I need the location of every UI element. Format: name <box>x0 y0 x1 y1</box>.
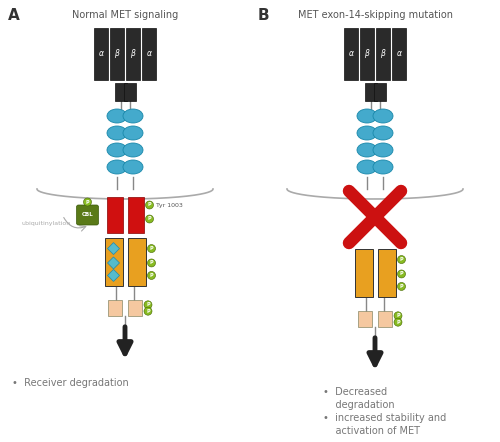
Bar <box>360 28 374 80</box>
Text: P: P <box>400 284 404 289</box>
Circle shape <box>394 318 402 326</box>
Ellipse shape <box>373 109 393 123</box>
Bar <box>106 197 122 233</box>
Text: P: P <box>146 309 150 314</box>
Text: B: B <box>258 8 270 23</box>
Text: •  increased stability and: • increased stability and <box>323 413 446 423</box>
Text: $\alpha$: $\alpha$ <box>348 50 354 58</box>
Text: •  Decreased: • Decreased <box>323 387 387 397</box>
Text: Normal MET signaling: Normal MET signaling <box>72 10 178 20</box>
Text: P: P <box>86 199 89 205</box>
Circle shape <box>148 244 156 252</box>
Circle shape <box>148 259 156 267</box>
Circle shape <box>146 201 154 209</box>
Text: P: P <box>146 302 150 307</box>
Bar <box>114 83 126 101</box>
Ellipse shape <box>123 109 143 123</box>
Text: ubiquitinylation: ubiquitinylation <box>22 221 71 225</box>
Ellipse shape <box>107 109 127 123</box>
Text: P: P <box>150 273 154 278</box>
Bar <box>378 311 392 327</box>
Circle shape <box>148 271 156 279</box>
Bar <box>104 238 122 286</box>
Ellipse shape <box>357 109 377 123</box>
Ellipse shape <box>373 143 393 157</box>
Text: $\beta$: $\beta$ <box>380 47 386 61</box>
Bar <box>126 28 140 80</box>
Bar <box>94 28 108 80</box>
Text: A: A <box>8 8 20 23</box>
Text: $\beta$: $\beta$ <box>130 47 136 61</box>
Text: P: P <box>396 313 400 318</box>
Bar <box>364 83 376 101</box>
Text: P: P <box>148 202 152 207</box>
Circle shape <box>144 307 152 315</box>
Bar <box>124 83 136 101</box>
Bar <box>142 28 156 80</box>
Bar <box>108 300 122 316</box>
Bar <box>344 28 358 80</box>
Text: $\alpha$: $\alpha$ <box>396 50 402 58</box>
Polygon shape <box>108 243 120 255</box>
Text: CBL: CBL <box>82 213 94 217</box>
Polygon shape <box>108 270 120 282</box>
Bar <box>378 249 396 297</box>
Text: $\beta$: $\beta$ <box>364 47 370 61</box>
Text: $\beta$: $\beta$ <box>114 47 120 61</box>
Text: $\alpha$: $\alpha$ <box>98 50 104 58</box>
Ellipse shape <box>357 126 377 140</box>
Bar <box>374 83 386 101</box>
Ellipse shape <box>123 160 143 174</box>
Text: activation of MET: activation of MET <box>323 426 420 436</box>
Bar <box>110 28 124 80</box>
Bar <box>358 311 372 327</box>
Text: P: P <box>400 257 404 262</box>
Circle shape <box>398 270 406 278</box>
Bar <box>128 238 146 286</box>
Ellipse shape <box>123 126 143 140</box>
Ellipse shape <box>107 143 127 157</box>
Text: degradation: degradation <box>323 400 394 410</box>
Ellipse shape <box>357 143 377 157</box>
Text: P: P <box>148 217 152 221</box>
Polygon shape <box>108 257 120 269</box>
Ellipse shape <box>107 126 127 140</box>
Ellipse shape <box>123 143 143 157</box>
Text: P: P <box>400 271 404 276</box>
Text: MET exon-14-skipping mutation: MET exon-14-skipping mutation <box>298 10 452 20</box>
Circle shape <box>398 255 406 263</box>
Text: $\alpha$: $\alpha$ <box>146 50 152 58</box>
Bar <box>128 197 144 233</box>
Ellipse shape <box>373 126 393 140</box>
Ellipse shape <box>357 160 377 174</box>
Ellipse shape <box>107 160 127 174</box>
Text: P: P <box>150 246 154 251</box>
Bar <box>128 300 142 316</box>
Ellipse shape <box>373 160 393 174</box>
FancyBboxPatch shape <box>76 205 98 225</box>
Circle shape <box>398 282 406 290</box>
Text: •  Receiver degradation: • Receiver degradation <box>12 378 129 388</box>
Text: P: P <box>150 260 154 266</box>
Circle shape <box>144 301 152 309</box>
Bar <box>392 28 406 80</box>
Circle shape <box>394 312 402 320</box>
Circle shape <box>146 215 154 223</box>
Circle shape <box>84 198 92 206</box>
Text: Tyr 1003: Tyr 1003 <box>156 202 182 207</box>
Bar <box>376 28 390 80</box>
Bar <box>354 249 372 297</box>
Text: P: P <box>396 320 400 325</box>
